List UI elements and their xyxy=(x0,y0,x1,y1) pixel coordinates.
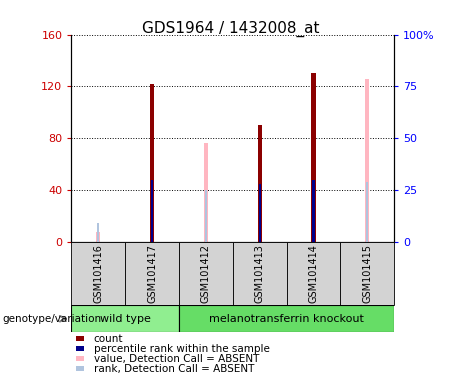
Text: genotype/variation: genotype/variation xyxy=(2,314,101,324)
FancyBboxPatch shape xyxy=(71,242,125,305)
Text: GSM101415: GSM101415 xyxy=(362,244,372,303)
Bar xyxy=(151,180,153,242)
Text: value, Detection Call = ABSENT: value, Detection Call = ABSENT xyxy=(94,354,259,364)
FancyBboxPatch shape xyxy=(179,242,233,305)
Bar xyxy=(96,232,100,242)
Text: GSM101414: GSM101414 xyxy=(308,244,319,303)
Bar xyxy=(365,79,369,242)
Text: GSM101416: GSM101416 xyxy=(93,244,103,303)
FancyBboxPatch shape xyxy=(179,305,394,332)
Bar xyxy=(205,190,207,242)
Text: melanotransferrin knockout: melanotransferrin knockout xyxy=(209,314,364,324)
Text: wild type: wild type xyxy=(100,314,151,324)
Bar xyxy=(258,125,262,242)
FancyBboxPatch shape xyxy=(233,242,287,305)
FancyBboxPatch shape xyxy=(340,242,394,305)
Bar xyxy=(259,184,261,242)
FancyBboxPatch shape xyxy=(71,305,179,332)
FancyBboxPatch shape xyxy=(125,242,179,305)
FancyBboxPatch shape xyxy=(287,242,340,305)
Bar xyxy=(97,223,100,242)
Bar xyxy=(311,73,316,242)
Text: GSM101417: GSM101417 xyxy=(147,244,157,303)
Text: GSM101413: GSM101413 xyxy=(254,244,265,303)
Text: GSM101412: GSM101412 xyxy=(201,244,211,303)
Text: GDS1964 / 1432008_at: GDS1964 / 1432008_at xyxy=(142,21,319,37)
Text: count: count xyxy=(94,334,123,344)
Bar xyxy=(204,144,208,242)
Bar xyxy=(313,180,314,242)
Bar xyxy=(366,182,368,242)
Text: percentile rank within the sample: percentile rank within the sample xyxy=(94,344,270,354)
Bar xyxy=(150,84,154,242)
Text: rank, Detection Call = ABSENT: rank, Detection Call = ABSENT xyxy=(94,364,254,374)
